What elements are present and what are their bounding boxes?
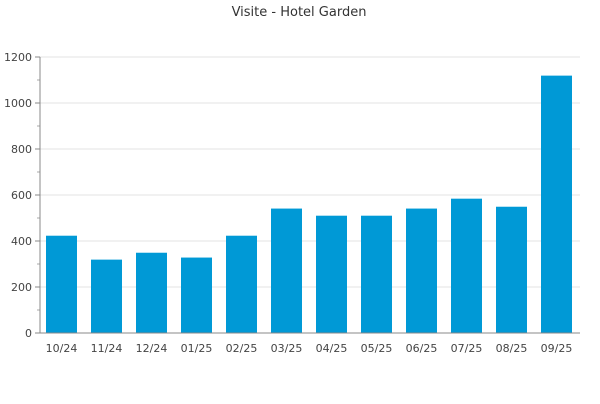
bar xyxy=(541,75,572,333)
x-tick-label: 09/25 xyxy=(541,342,573,355)
y-tick-label: 0 xyxy=(25,327,32,340)
x-tick-label: 12/24 xyxy=(136,342,168,355)
bar xyxy=(271,208,302,333)
bar xyxy=(406,208,437,333)
axes: 0 200 400 600 800 1000 1200 10/24 11/24 12/24 01/2… xyxy=(4,51,580,355)
grid xyxy=(40,56,580,288)
x-tick-label: 02/25 xyxy=(226,342,258,355)
x-tick-label: 05/25 xyxy=(361,342,393,355)
x-tick-label: 11/24 xyxy=(91,342,123,355)
bar xyxy=(136,252,167,333)
y-tick-label: 400 xyxy=(11,235,32,248)
y-tick-label: 1000 xyxy=(4,97,32,110)
x-tick-label: 03/25 xyxy=(271,342,303,355)
bar xyxy=(91,259,122,333)
x-tick-label: 06/25 xyxy=(406,342,438,355)
bars xyxy=(46,75,572,333)
x-tick-label: 08/25 xyxy=(496,342,528,355)
x-tick-label: 07/25 xyxy=(451,342,483,355)
bar xyxy=(451,198,482,333)
bar xyxy=(496,206,527,333)
y-tick-label: 1200 xyxy=(4,51,32,64)
y-tick-label: 600 xyxy=(11,189,32,202)
bar xyxy=(46,235,77,333)
chart-title: Visite - Hotel Garden xyxy=(232,5,367,20)
bar xyxy=(361,215,392,333)
bar xyxy=(181,257,212,333)
x-tick-label: 01/25 xyxy=(181,342,213,355)
bar xyxy=(226,235,257,333)
x-tick-label: 10/24 xyxy=(46,342,78,355)
bar xyxy=(316,215,347,333)
y-tick-label: 200 xyxy=(11,281,32,294)
x-tick-label: 04/25 xyxy=(316,342,348,355)
y-tick-label: 800 xyxy=(11,143,32,156)
